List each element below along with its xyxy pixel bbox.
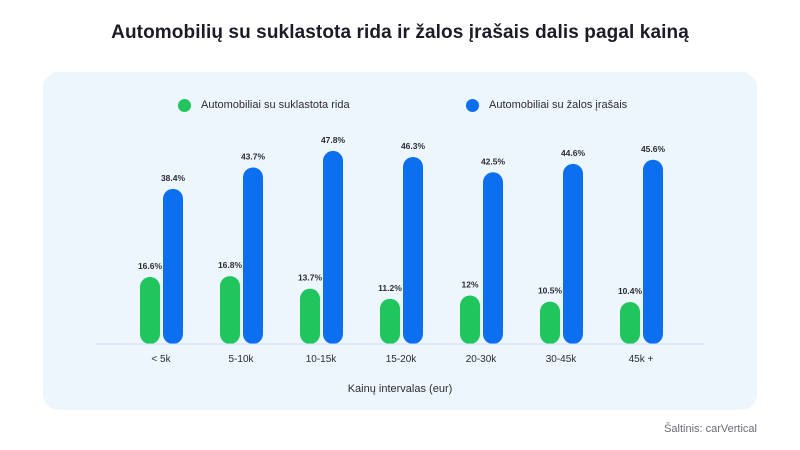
legend-swatch-damage [466, 98, 479, 112]
x-tick-label-2: 10-15k [306, 354, 338, 365]
bar-odometer-3 [380, 298, 400, 344]
data-label-damage-6: 45.6% [641, 144, 666, 154]
data-label-damage-3: 46.3% [401, 141, 426, 151]
bar-odometer-5 [540, 301, 560, 344]
data-label-damage-5: 44.6% [561, 148, 586, 158]
data-label-damage-4: 42.5% [481, 156, 506, 166]
data-label-odometer-5: 10.5% [538, 286, 563, 296]
source-note: Šaltinis: carVertical [664, 423, 757, 435]
bar-damage-3 [403, 156, 423, 344]
bar-damage-0 [163, 188, 183, 344]
bar-odometer-4 [460, 295, 480, 344]
x-tick-label-4: 20-30k [466, 354, 498, 365]
bar-damage-4 [483, 172, 503, 344]
data-label-odometer-6: 10.4% [618, 286, 643, 296]
bar-damage-5 [563, 163, 583, 344]
data-label-damage-2: 47.8% [321, 135, 346, 145]
data-label-odometer-2: 13.7% [298, 273, 323, 283]
bar-odometer-2 [300, 288, 320, 344]
legend-label-damage: Automobiliai su žalos įrašais [489, 99, 628, 111]
chart-panel [43, 72, 757, 410]
x-tick-label-1: 5-10k [228, 354, 254, 365]
bars-group: 16.6% 38.4% < 5k 16.8% 43.7% 5-10k 13.7% 47.8% 1… [138, 135, 666, 365]
x-axis-label: Kainų intervalas (eur) [348, 383, 453, 395]
bar-damage-1 [243, 167, 263, 344]
bar-odometer-1 [220, 276, 240, 344]
legend-label-odometer: Automobiliai su suklastota rida [201, 99, 350, 111]
legend-swatch-odometer [178, 98, 191, 112]
legend-item-odometer: Automobiliai su suklastota rida [178, 97, 350, 113]
x-tick-label-3: 15-20k [386, 354, 418, 365]
bar-damage-6 [643, 159, 663, 344]
data-label-damage-0: 38.4% [161, 173, 186, 183]
data-label-odometer-1: 16.8% [218, 260, 243, 270]
x-tick-label-0: < 5k [151, 354, 171, 365]
bar-odometer-6 [620, 301, 640, 344]
data-label-odometer-4: 12% [461, 280, 478, 290]
chart-title: Automobilių su suklastota rida ir žalos … [111, 22, 689, 43]
data-label-damage-1: 43.7% [241, 151, 266, 161]
bar-odometer-0 [140, 276, 160, 344]
legend-item-damage: Automobiliai su žalos įrašais [466, 97, 627, 113]
data-label-odometer-0: 16.6% [138, 261, 163, 271]
data-label-odometer-3: 11.2% [378, 283, 402, 293]
x-tick-label-5: 30-45k [546, 354, 578, 365]
x-tick-label-6: 45k + [629, 354, 654, 365]
bar-damage-2 [323, 150, 343, 344]
